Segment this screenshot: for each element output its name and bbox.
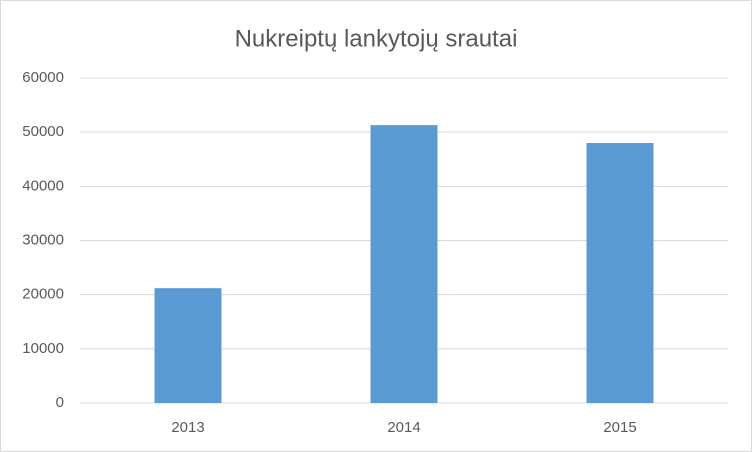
x-tick-label: 2014 bbox=[387, 419, 420, 436]
y-tick-label: 60000 bbox=[22, 69, 64, 86]
y-tick-label: 40000 bbox=[22, 177, 64, 194]
bar bbox=[370, 125, 438, 403]
y-tick-label: 50000 bbox=[22, 123, 64, 140]
y-tick-label: 10000 bbox=[22, 340, 64, 357]
y-tick-label: 0 bbox=[56, 394, 64, 411]
bar bbox=[154, 288, 222, 403]
y-tick-label: 30000 bbox=[22, 231, 64, 248]
chart-title: Nukreiptų lankytojų srautai bbox=[235, 25, 518, 52]
y-tick-label: 20000 bbox=[22, 286, 64, 303]
x-tick-label: 2015 bbox=[603, 419, 636, 436]
bar bbox=[586, 143, 654, 403]
x-tick-label: 2013 bbox=[171, 419, 204, 436]
